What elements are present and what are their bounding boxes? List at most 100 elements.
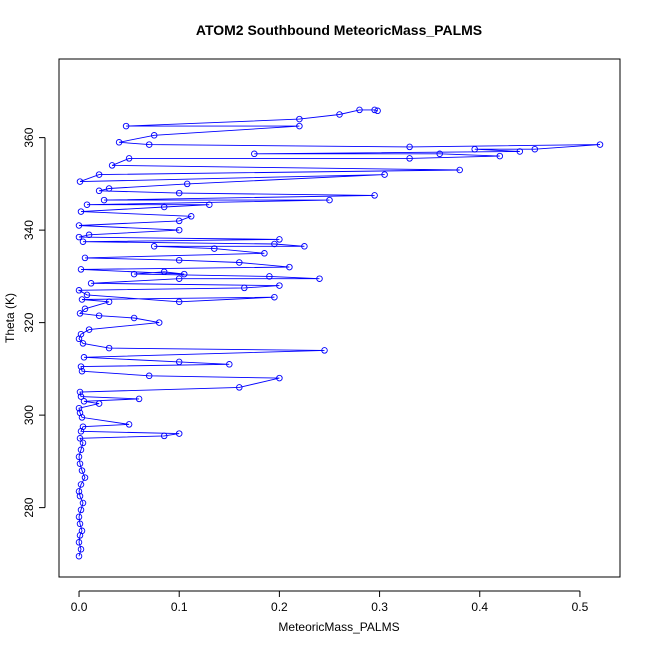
data-point — [175, 358, 183, 366]
data-point — [183, 180, 191, 188]
data-point — [596, 141, 604, 148]
data-point — [175, 217, 183, 225]
data-point — [85, 326, 93, 333]
data-point — [160, 203, 168, 211]
data-point — [77, 446, 85, 454]
data-point — [79, 423, 87, 430]
data-point — [321, 347, 328, 354]
data-point — [76, 409, 84, 417]
data-point — [78, 367, 86, 375]
y-axis-label: Theta (K) — [3, 293, 17, 343]
data-point — [125, 155, 133, 162]
data-point — [381, 171, 388, 178]
data-point — [95, 400, 103, 407]
data-point — [95, 187, 103, 195]
data-point — [80, 354, 88, 361]
data-point — [155, 319, 163, 326]
x-tick-label: 0.5 — [572, 600, 589, 614]
data-point — [75, 233, 83, 241]
y-tick-label: 280 — [22, 497, 36, 517]
data-point — [336, 111, 343, 118]
data-point — [75, 287, 83, 294]
data-point — [115, 139, 123, 146]
data-point — [180, 270, 188, 278]
data-point — [75, 539, 83, 546]
data-point — [406, 155, 413, 162]
x-tick-label: 0.2 — [271, 600, 288, 614]
data-point — [130, 314, 138, 322]
data-point — [356, 106, 363, 114]
data-point — [516, 148, 524, 155]
data-point — [150, 243, 158, 250]
x-tick-label: 0.4 — [471, 600, 488, 614]
data-point — [77, 481, 85, 488]
data-point — [77, 393, 85, 400]
data-point — [471, 145, 478, 153]
data-point — [76, 492, 84, 500]
data-point — [371, 106, 378, 114]
y-tick-label: 340 — [22, 220, 36, 240]
data-point — [77, 363, 85, 370]
data-point — [150, 132, 158, 139]
data-point — [79, 340, 87, 347]
data-point — [276, 374, 283, 382]
data-point — [266, 273, 273, 280]
data-point — [76, 435, 84, 442]
data-point — [175, 430, 183, 437]
data-point — [226, 361, 233, 368]
data-point — [95, 312, 103, 319]
data-point — [160, 268, 168, 276]
data-point — [95, 171, 103, 178]
data-point — [100, 196, 108, 204]
data-point — [85, 231, 93, 239]
data-point — [79, 439, 87, 447]
data-point — [108, 162, 116, 169]
series-layer — [75, 106, 604, 560]
data-point — [76, 388, 84, 396]
data-point — [236, 259, 243, 266]
data-point — [271, 293, 278, 301]
data-point — [105, 344, 113, 352]
plot-frame — [58, 58, 621, 578]
data-point — [326, 196, 333, 204]
data-point — [76, 460, 84, 467]
x-tick-label: 0.0 — [71, 600, 88, 614]
chart-title: ATOM2 Southbound MeteoricMass_PALMS — [196, 22, 482, 38]
data-point — [76, 178, 84, 185]
x-axis: 0.0 0.1 0.2 0.3 0.4 0.5 — [71, 590, 589, 614]
data-point — [206, 201, 213, 208]
data-point — [75, 488, 83, 495]
data-point — [276, 236, 283, 243]
data-point — [83, 291, 91, 299]
data-point — [145, 372, 153, 380]
data-point — [130, 270, 138, 278]
data-point — [211, 245, 218, 252]
data-point — [175, 298, 183, 306]
data-point — [75, 552, 83, 560]
data-point — [78, 296, 86, 303]
data-point — [271, 240, 278, 248]
data-point — [125, 421, 133, 428]
data-point — [77, 506, 85, 514]
data-point — [78, 467, 86, 474]
y-tick-label: 300 — [22, 405, 36, 425]
data-point — [80, 398, 88, 405]
data-point — [456, 166, 463, 174]
data-point — [87, 280, 95, 287]
data-point — [286, 263, 293, 271]
data-point — [76, 520, 84, 528]
data-point — [436, 150, 443, 158]
data-point — [316, 275, 323, 282]
data-point — [78, 527, 86, 535]
data-point — [79, 499, 87, 507]
data-point — [81, 305, 89, 313]
data-point — [122, 122, 130, 130]
x-tick-label: 0.1 — [171, 600, 188, 614]
y-tick-label: 360 — [22, 127, 36, 147]
data-point — [105, 185, 113, 192]
data-point — [81, 254, 89, 262]
data-point — [75, 513, 83, 521]
data-point — [160, 432, 168, 440]
data-point — [83, 201, 91, 208]
